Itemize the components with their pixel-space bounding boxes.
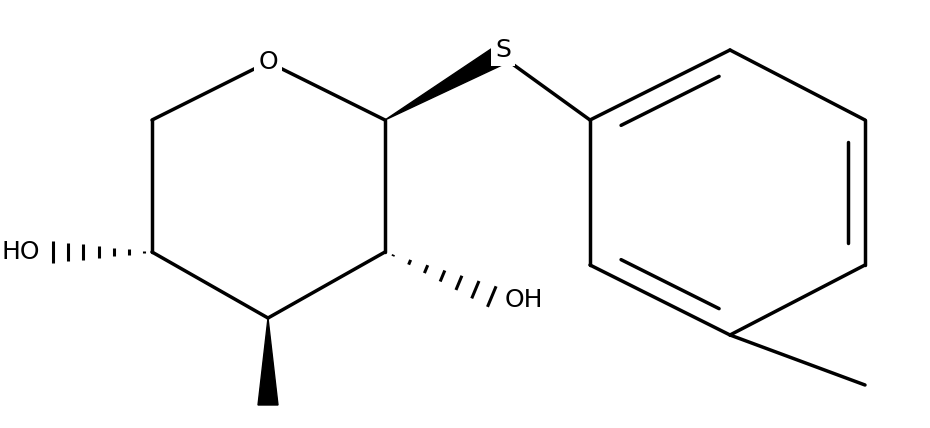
Text: S: S (495, 38, 511, 62)
Text: O: O (259, 50, 278, 74)
Text: OH: OH (505, 288, 543, 312)
Text: HO: HO (2, 240, 40, 264)
Text: OH: OH (248, 427, 287, 428)
Polygon shape (258, 318, 278, 405)
Polygon shape (385, 46, 505, 120)
